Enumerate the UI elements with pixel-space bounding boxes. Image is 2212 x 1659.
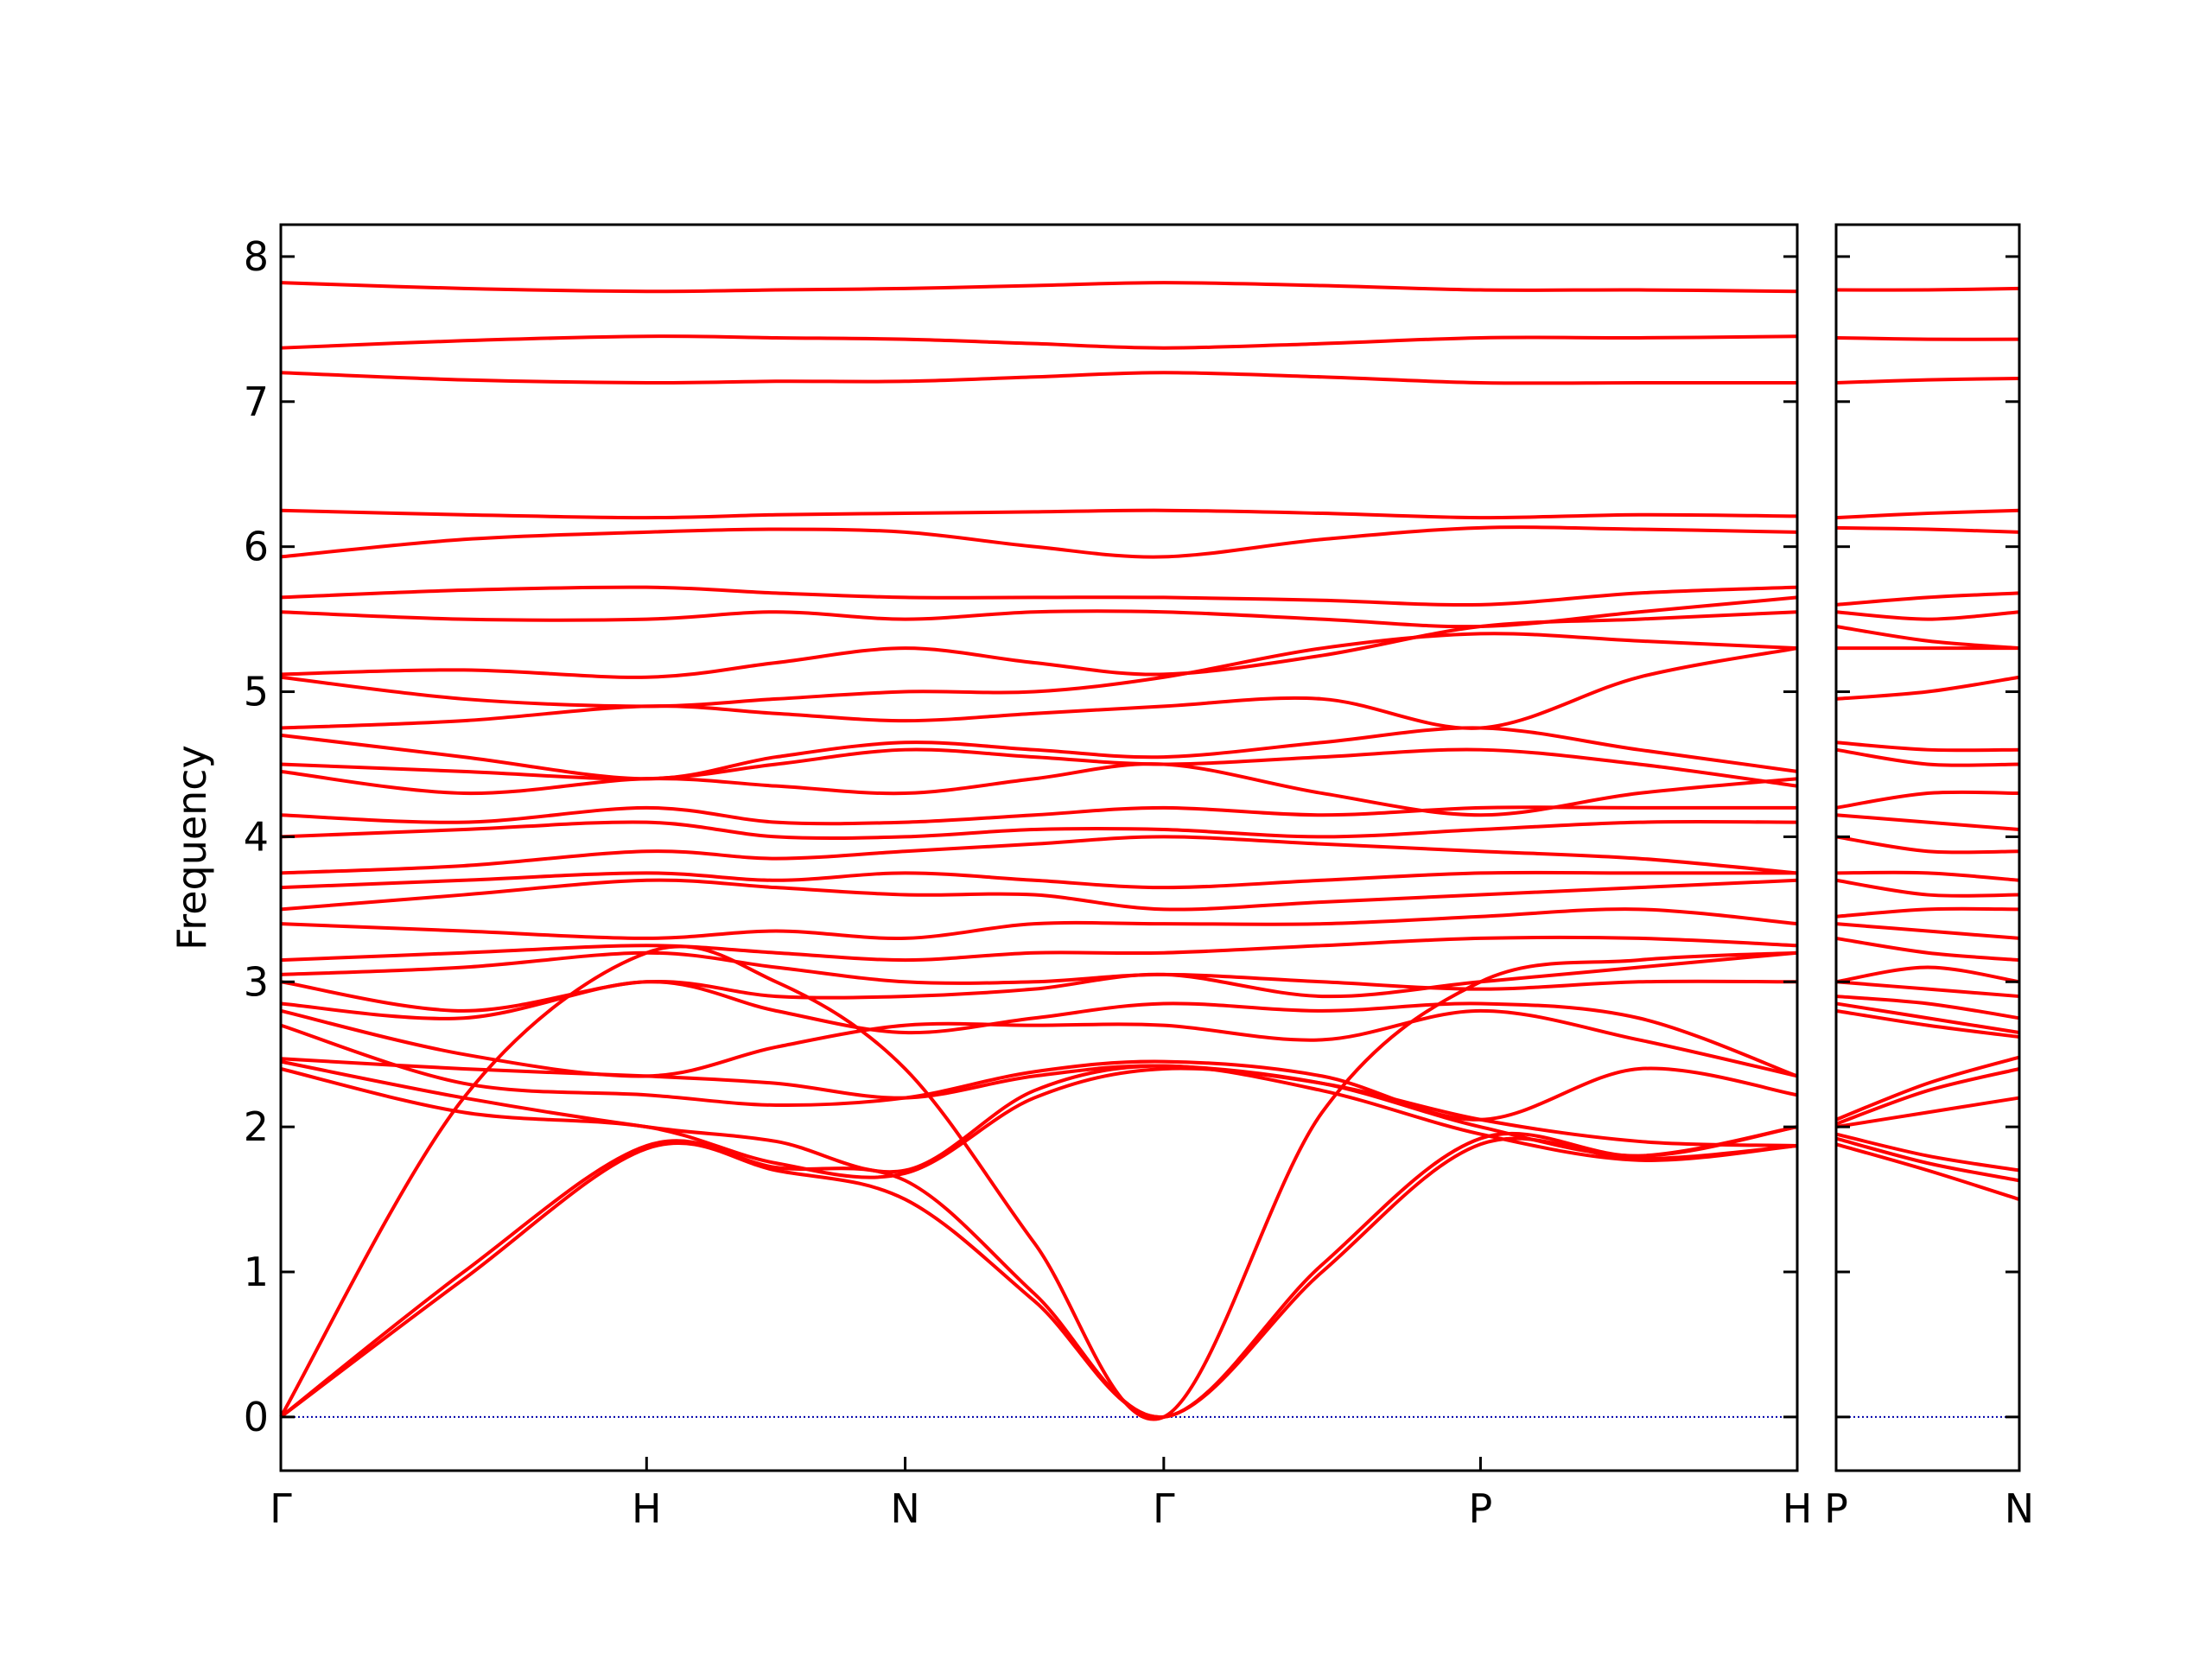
band-line [280, 805, 1797, 826]
band-line [280, 1066, 1798, 1179]
band-line [280, 525, 1798, 559]
y-tick-label: 1 [244, 1249, 269, 1295]
band-line [1835, 906, 2020, 918]
band-line [280, 1008, 1798, 1078]
band-line [1835, 675, 2020, 701]
plot-frame [279, 223, 1799, 1472]
x-tick-label: Γ [1153, 1485, 1175, 1532]
band-line [1835, 625, 2020, 651]
band-line [1835, 747, 2020, 767]
band-line [280, 508, 1798, 520]
band-line [280, 950, 1798, 1013]
band-line [280, 610, 1798, 679]
band-line [1835, 790, 2020, 810]
band-line [1835, 286, 2020, 292]
band-line [1835, 870, 2020, 882]
band-line [280, 646, 1798, 730]
band-line [280, 334, 1798, 350]
x-tick-label: N [2005, 1485, 2034, 1532]
y-tick-label: 4 [244, 813, 269, 860]
band-line [280, 820, 1798, 841]
band-line [280, 632, 1798, 709]
band-line [1835, 980, 2020, 999]
y-tick-label: 5 [244, 669, 269, 715]
band-line [1835, 1132, 2020, 1173]
band-line [1835, 1067, 2020, 1126]
band-line [1835, 878, 2020, 898]
band-line [1835, 376, 2020, 385]
y-tick-label: 0 [244, 1394, 269, 1440]
band-line [1835, 1008, 2020, 1039]
band-line [280, 935, 1798, 963]
y-tick-label: 7 [244, 378, 269, 425]
band-line [280, 835, 1798, 875]
band-line [1835, 610, 2020, 621]
y-axis-label: Frequency [168, 745, 215, 950]
band-line [279, 1125, 1798, 1419]
band-line [280, 747, 1798, 788]
band-line [280, 371, 1797, 385]
band-line [1835, 525, 2020, 534]
band-line [1835, 1136, 2020, 1183]
band-line [1835, 591, 2020, 607]
band-line [280, 595, 1798, 629]
band-line [280, 1023, 1798, 1122]
band-line [280, 1059, 1798, 1174]
band-line [1835, 1055, 2020, 1122]
band-line [1835, 965, 2020, 984]
band-line [280, 878, 1798, 912]
band-line [280, 726, 1798, 781]
x-tick-label: H [1783, 1485, 1813, 1532]
band-line [1835, 1096, 2020, 1129]
band-line [1835, 813, 2020, 832]
x-tick-label: Γ [270, 1485, 292, 1532]
band-line [280, 762, 1798, 817]
band-line [1835, 1001, 2020, 1035]
y-tick-label: 6 [244, 524, 269, 570]
band-line [1835, 922, 2020, 940]
y-tick-label: 2 [244, 1103, 269, 1150]
x-tick-label: P [1469, 1485, 1493, 1532]
x-tick-label: H [632, 1485, 662, 1532]
band-line [1835, 335, 2020, 341]
band-line [1835, 995, 2020, 1020]
x-tick-label: P [1824, 1485, 1848, 1532]
x-tick-label: N [890, 1485, 919, 1532]
band-line [280, 281, 1798, 294]
band-line [1835, 741, 2020, 753]
band-line [280, 870, 1797, 890]
y-tick-label: 3 [244, 958, 269, 1005]
band-line [1835, 1142, 2020, 1201]
band-line [280, 1057, 1798, 1158]
band-line [1835, 835, 2020, 855]
band-line [1835, 508, 2020, 520]
band-line [280, 907, 1798, 941]
band-line [279, 1136, 1798, 1419]
y-tick-label: 8 [244, 233, 269, 280]
band-line [1835, 936, 2020, 963]
band-line [280, 585, 1798, 607]
plot-frame [1834, 223, 2021, 1472]
band-line [280, 950, 1798, 991]
